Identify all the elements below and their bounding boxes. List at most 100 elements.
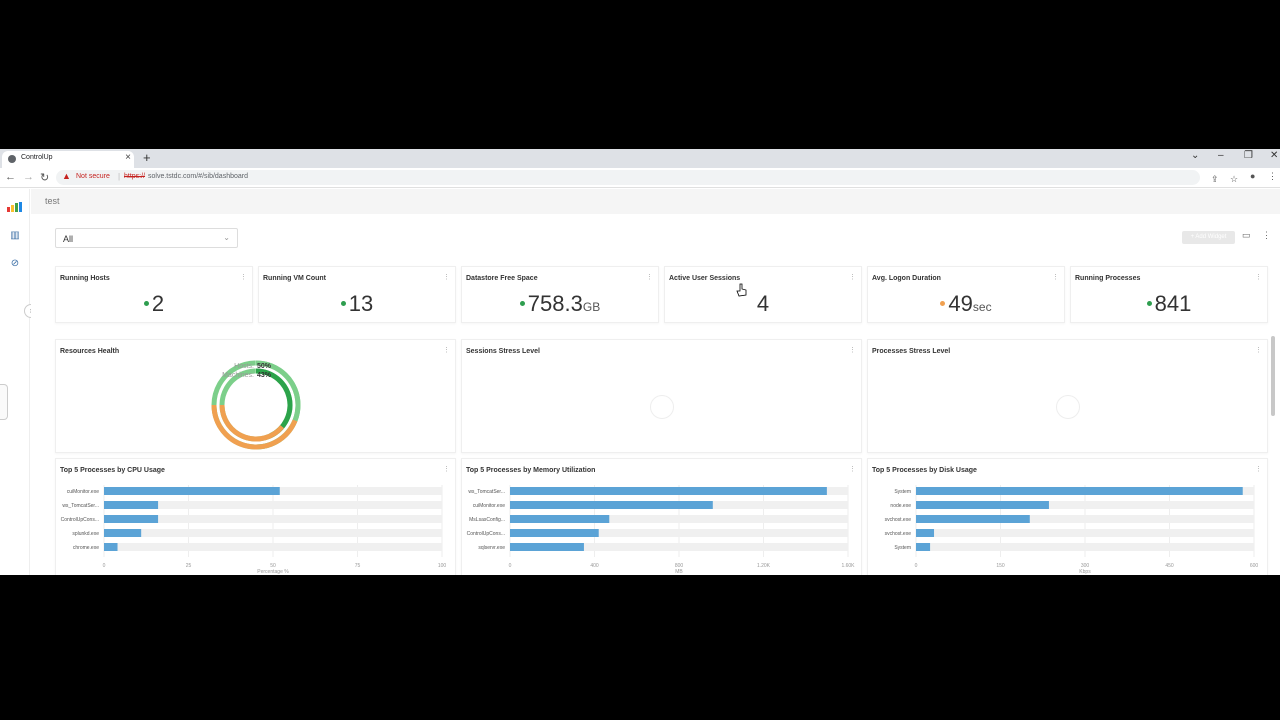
new-tab-button[interactable]: + <box>143 150 151 165</box>
kpi-title: Running VM Count <box>263 275 326 282</box>
kpi-card-avg-logon-duration: Avg. Logon Duration ⋮ 49sec <box>867 266 1065 323</box>
app-logo-icon[interactable] <box>7 202 23 212</box>
bar-track <box>916 515 1254 523</box>
card-menu-icon[interactable]: ⋮ <box>1052 274 1059 281</box>
back-icon[interactable]: ← <box>5 171 16 183</box>
x-tick-label: 300 <box>1081 563 1090 569</box>
card-menu-icon[interactable]: ⋮ <box>240 274 247 281</box>
sidebar: ▥ ⊘ › <box>0 189 38 575</box>
tab-close-icon[interactable]: × <box>125 152 131 163</box>
bar <box>104 543 118 551</box>
drag-handle[interactable] <box>0 384 8 420</box>
dashboard-name[interactable]: test <box>45 196 60 206</box>
category-label: ControlUpCons... <box>61 517 99 523</box>
category-label: chrome.exe <box>73 545 99 551</box>
category-label: MsLsasConfig... <box>469 517 505 523</box>
donut-inner-warning-arc <box>219 404 285 442</box>
status-dot <box>519 300 525 306</box>
x-tick-label: 800 <box>675 563 684 569</box>
filter-dropdown[interactable]: All ⌄ <box>55 228 238 248</box>
kpi-card-datastore-free-space: Datastore Free Space ⋮ 758.3GB <box>461 266 659 323</box>
kpi-title: Avg. Logon Duration <box>872 275 941 282</box>
category-label: sqlservr.exe <box>478 545 505 551</box>
dashboard-icon[interactable]: ▥ <box>10 230 20 241</box>
url-field[interactable]: ▲ Not secure | https:// solve.tstdc.com/… <box>56 170 1238 185</box>
forward-icon[interactable]: → <box>23 171 34 183</box>
hand-cursor-icon <box>736 283 747 297</box>
loading-spinner <box>650 395 674 419</box>
tab-title: ControlUp <box>21 154 53 161</box>
kpi-title: Running Hosts <box>60 275 110 282</box>
card-menu-icon[interactable]: ⋮ <box>443 466 450 473</box>
kpi-value: 2 <box>56 291 252 317</box>
bar-track <box>104 501 442 509</box>
x-axis-label: MB <box>675 569 683 575</box>
card-menu-icon[interactable]: ⋮ <box>1255 347 1262 354</box>
browser-menu-icon[interactable]: ⋮ <box>1268 171 1277 181</box>
kpi-card-running-hosts: Running Hosts ⋮ 2 <box>55 266 253 323</box>
x-tick-label: 0 <box>103 563 106 569</box>
memory-utilization-panel: Top 5 Processes by Memory Utilization ⋮ … <box>461 458 862 575</box>
category-label: System <box>894 489 911 495</box>
bar <box>916 515 1030 523</box>
bar <box>104 515 159 523</box>
processes-stress-panel: Processes Stress Level ⋮ <box>867 339 1268 453</box>
scrollbar[interactable] <box>1271 336 1275 416</box>
bar-track <box>510 529 848 537</box>
bar-track <box>104 529 442 537</box>
card-menu-icon[interactable]: ⋮ <box>849 466 856 473</box>
address-bar: ← → ↻ ▲ Not secure | https:// solve.tstd… <box>0 168 1280 188</box>
more-options-icon[interactable]: ⋮ <box>1262 230 1271 240</box>
browser-tab[interactable]: ControlUp × <box>2 151 134 168</box>
x-tick-label: 450 <box>1165 563 1174 569</box>
filter-value: All <box>63 234 74 244</box>
not-secure-label[interactable]: Not secure <box>76 173 110 180</box>
x-tick-label: 25 <box>186 563 192 569</box>
bar <box>104 501 159 509</box>
panel-title: Sessions Stress Level <box>466 348 540 355</box>
bar <box>104 529 142 537</box>
card-menu-icon[interactable]: ⋮ <box>849 347 856 354</box>
x-tick-label: 75 <box>355 563 361 569</box>
add-widget-button[interactable]: + Add Widget <box>1182 231 1235 244</box>
kpi-title: Running Processes <box>1075 275 1141 282</box>
display-icon[interactable]: ▭ <box>1242 230 1251 240</box>
card-menu-icon[interactable]: ⋮ <box>849 274 856 281</box>
x-tick-label: 1.60K <box>841 563 855 569</box>
url-scheme: https:// <box>124 173 146 180</box>
bar <box>510 487 827 495</box>
category-label: splunkd.exe <box>72 531 99 537</box>
panel-title: Processes Stress Level <box>872 348 951 355</box>
card-menu-icon[interactable]: ⋮ <box>1255 466 1262 473</box>
compass-icon[interactable]: ⊘ <box>10 258 20 269</box>
minimize-icon[interactable]: – <box>1218 150 1224 161</box>
x-tick-label: 1.20K <box>757 563 771 569</box>
cpu-usage-panel: Top 5 Processes by CPU Usage ⋮ 0 25 50 75 10… <box>55 458 456 575</box>
category-label: ws_TomcatSer... <box>468 489 505 495</box>
window-close-icon[interactable]: ✕ <box>1270 150 1279 161</box>
card-menu-icon[interactable]: ⋮ <box>646 274 653 281</box>
profile-icon[interactable]: ● <box>1250 171 1256 181</box>
card-menu-icon[interactable]: ⋮ <box>443 274 450 281</box>
share-icon[interactable]: ⇪ <box>1211 174 1219 184</box>
tab-search-icon[interactable]: ⌄ <box>1191 150 1200 161</box>
donut-series-label: Machines: <box>222 372 254 379</box>
status-dot <box>1146 300 1152 306</box>
card-menu-icon[interactable]: ⋮ <box>1255 274 1262 281</box>
category-label: cuiMonitor.exe <box>473 503 505 509</box>
donut-outer-warning-arc <box>211 404 298 450</box>
bar <box>916 543 931 551</box>
panel-title: Top 5 Processes by Memory Utilization <box>466 467 596 474</box>
kpi-value: 4 <box>756 291 770 316</box>
kpi-card-running-processes: Running Processes ⋮ 841 <box>1070 266 1268 323</box>
reload-icon[interactable]: ↻ <box>40 172 50 184</box>
dashboard-header: test <box>31 189 1280 214</box>
disk-usage-bar-chart: 0 150 300 450 600 System node.exe svchost.exe sv… <box>885 485 1259 575</box>
restore-icon[interactable]: ❐ <box>1244 150 1253 161</box>
card-menu-icon[interactable]: ⋮ <box>443 347 450 354</box>
kpi-title: Active User Sessions <box>669 275 741 282</box>
kpi-card-active-user-sessions: Active User Sessions ⋮ 4 <box>664 266 862 323</box>
bookmark-star-icon[interactable]: ☆ <box>1230 174 1239 184</box>
url-text: solve.tstdc.com/#/sib/dashboard <box>148 173 248 180</box>
x-tick-label: 600 <box>1250 563 1259 569</box>
